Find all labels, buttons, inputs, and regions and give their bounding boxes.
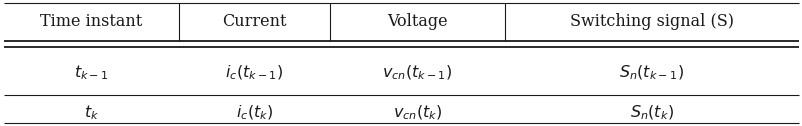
Text: Switching signal (S): Switching signal (S) bbox=[569, 13, 733, 30]
Text: Time instant: Time instant bbox=[40, 13, 143, 30]
Text: $S_n(t_k)$: $S_n(t_k)$ bbox=[629, 104, 673, 122]
Text: $i_c(t_{k-1})$: $i_c(t_{k-1})$ bbox=[225, 64, 283, 82]
Text: $t_{k-1}$: $t_{k-1}$ bbox=[74, 64, 108, 82]
Text: $t_k$: $t_k$ bbox=[83, 104, 99, 122]
Text: $S_n(t_{k-1})$: $S_n(t_{k-1})$ bbox=[618, 64, 683, 82]
Text: Voltage: Voltage bbox=[387, 13, 448, 30]
Text: $v_{cn}(t_{k-1})$: $v_{cn}(t_{k-1})$ bbox=[382, 64, 452, 82]
Text: $v_{cn}(t_k)$: $v_{cn}(t_k)$ bbox=[392, 104, 442, 122]
Text: $i_c(t_k)$: $i_c(t_k)$ bbox=[236, 104, 273, 122]
Text: Current: Current bbox=[222, 13, 286, 30]
